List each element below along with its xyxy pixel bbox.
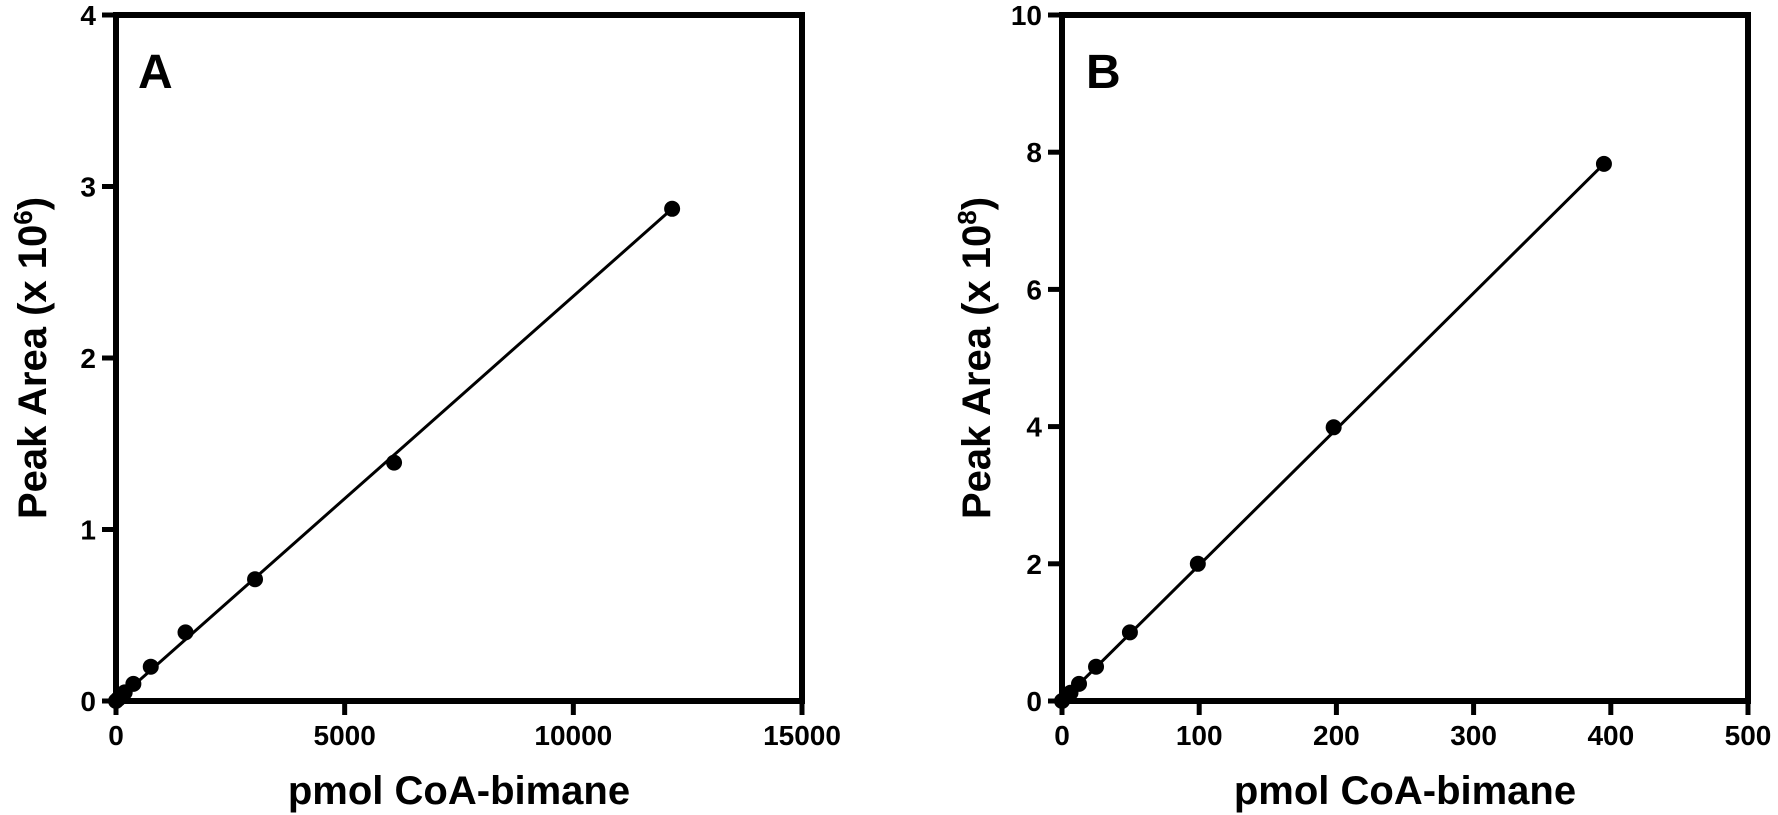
- x-tick-label: 100: [1176, 720, 1223, 751]
- x-tick-label: 200: [1313, 720, 1360, 751]
- ticks: 0 5000 10000 15000 0 1 2 3 4: [80, 0, 841, 751]
- x-tick-label: 10000: [534, 720, 612, 751]
- y-axis-title-main: Peak Area (x 10: [955, 225, 999, 519]
- y-axis-title: Peak Area (x 108): [952, 197, 999, 519]
- y-tick-label: 2: [80, 343, 96, 374]
- y-tick-label: 8: [1026, 137, 1042, 168]
- x-tick-label: 300: [1450, 720, 1497, 751]
- data-point: [664, 200, 681, 217]
- x-tick-label: 500: [1725, 720, 1772, 751]
- y-tick-label: 4: [1026, 412, 1042, 443]
- data-point: [247, 571, 264, 588]
- y-tick-label: 4: [80, 0, 96, 31]
- x-tick-label: 400: [1587, 720, 1634, 751]
- data-point: [1121, 624, 1138, 641]
- y-axis-title-exponent: 8: [952, 210, 982, 224]
- data-point: [1189, 555, 1206, 572]
- panel-b: B 0 100 200 300 400 500 0 2 4 6 8 10 pmol CoA-biman…: [952, 0, 1771, 813]
- y-axis-title-exponent: 6: [8, 210, 38, 224]
- marks: [1054, 155, 1612, 709]
- data-point: [125, 675, 142, 692]
- data-point: [1595, 155, 1612, 172]
- panel-letter: A: [138, 46, 173, 99]
- y-tick-label: 3: [80, 172, 96, 203]
- y-axis-title: Peak Area (x 106): [8, 197, 55, 519]
- x-tick-label: 0: [108, 720, 124, 751]
- data-point: [177, 624, 194, 641]
- x-tick-label: 5000: [314, 720, 376, 751]
- ticks: 0 100 200 300 400 500 0 2 4 6 8 10: [1011, 0, 1772, 751]
- y-tick-label: 6: [1026, 274, 1042, 305]
- plot-frame: [1059, 12, 1751, 704]
- x-tick-label: 0: [1054, 720, 1070, 751]
- x-axis-title: pmol CoA-bimane: [288, 769, 630, 813]
- marks: [108, 200, 681, 709]
- y-tick-label: 10: [1011, 0, 1042, 31]
- y-axis-title-main: Peak Area (x 10: [11, 225, 55, 519]
- panel-letter: B: [1086, 46, 1121, 99]
- y-tick-label: 0: [1026, 686, 1042, 717]
- data-point: [1088, 658, 1105, 675]
- y-tick-label: 0: [80, 686, 96, 717]
- x-axis-title: pmol CoA-bimane: [1234, 769, 1576, 813]
- data-point: [386, 454, 403, 471]
- data-point: [1071, 675, 1088, 692]
- y-axis-title-close: ): [11, 197, 55, 210]
- plot-frame: [113, 12, 805, 704]
- x-tick-label: 15000: [763, 720, 841, 751]
- y-tick-label: 2: [1026, 549, 1042, 580]
- y-axis-title-close: ): [955, 197, 999, 210]
- y-tick-label: 1: [80, 515, 96, 546]
- data-point: [1325, 419, 1342, 436]
- panel-a: A 0 5000 10000 15000 0 1 2 3 4 pmol CoA-bimane P…: [8, 0, 841, 813]
- data-point: [142, 658, 159, 675]
